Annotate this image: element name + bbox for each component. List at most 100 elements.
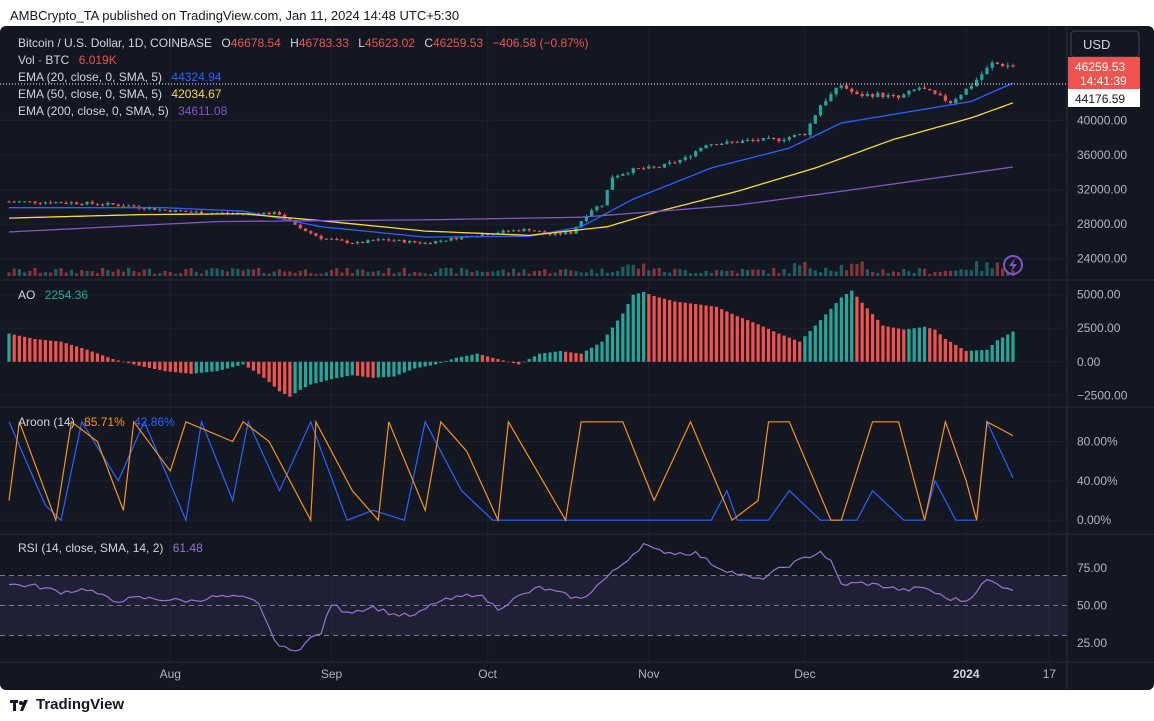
price-tick-label: 32000.00 bbox=[1077, 183, 1127, 197]
candle-body bbox=[813, 115, 817, 124]
ao-bar bbox=[491, 357, 495, 362]
ao-bar bbox=[558, 351, 563, 362]
ao-bar bbox=[189, 361, 193, 374]
candle-body bbox=[480, 234, 485, 237]
ao-bar bbox=[59, 341, 63, 362]
open-value: 46678.54 bbox=[231, 36, 281, 50]
ao-bar bbox=[475, 353, 479, 362]
volume-bar bbox=[751, 269, 755, 276]
ao-bar bbox=[673, 301, 677, 362]
candle-body bbox=[376, 239, 380, 241]
volume-bar bbox=[231, 268, 235, 276]
ao-bar bbox=[283, 361, 287, 394]
candle-body bbox=[75, 202, 79, 204]
volume-bar bbox=[829, 270, 833, 276]
ao-bar bbox=[335, 361, 339, 379]
volume-bar bbox=[772, 268, 776, 276]
volume-bar bbox=[366, 271, 370, 276]
volume-bar bbox=[527, 273, 531, 276]
volume-bar bbox=[782, 268, 786, 276]
lightning-icon[interactable] bbox=[1003, 255, 1023, 275]
volume-bar bbox=[75, 273, 79, 276]
ao-bar bbox=[933, 329, 937, 362]
volume-bar bbox=[564, 269, 568, 276]
ema-200-line bbox=[8, 166, 1014, 233]
volume-bar bbox=[303, 269, 308, 276]
legend-ema20: EMA (20, close, 0, SMA, 5) 44324.94 bbox=[18, 70, 222, 84]
candle-body bbox=[694, 151, 698, 157]
volume-bar bbox=[407, 273, 412, 276]
candle-body bbox=[829, 94, 833, 102]
chart-svg[interactable]: 24000.00 28000.00 32000.00 36000.00 40000.00… bbox=[0, 26, 1154, 690]
candles[interactable] bbox=[7, 60, 1015, 245]
candle-body bbox=[584, 216, 589, 222]
volume-bar bbox=[397, 272, 401, 276]
legend-aroon: Aroon (14) 85.71% 42.86% bbox=[18, 415, 175, 429]
ao-bar bbox=[449, 359, 453, 362]
candle-body bbox=[194, 211, 198, 213]
volume-bar bbox=[371, 271, 375, 276]
candle-body bbox=[95, 203, 100, 205]
candle-body bbox=[517, 230, 521, 232]
ao-bar bbox=[600, 341, 604, 362]
volume-bar bbox=[610, 272, 615, 276]
candle-body bbox=[1006, 65, 1010, 67]
volume-bar bbox=[964, 269, 968, 276]
volume-bar bbox=[626, 264, 630, 276]
ao-bar bbox=[366, 361, 370, 378]
ao-bar bbox=[80, 348, 84, 362]
ao-bar bbox=[111, 359, 115, 362]
candle-body bbox=[537, 230, 542, 232]
candle-body bbox=[839, 85, 843, 88]
ao-bar bbox=[101, 355, 105, 362]
ao-bar bbox=[179, 361, 183, 373]
candle-body bbox=[387, 239, 391, 241]
candle-body bbox=[111, 203, 115, 205]
volume-bar bbox=[766, 273, 771, 276]
ao-bar bbox=[49, 340, 53, 362]
candle-body bbox=[740, 140, 745, 143]
ao-bar bbox=[746, 320, 750, 362]
volume-bar bbox=[969, 270, 973, 276]
candle-body bbox=[267, 212, 271, 215]
volume-bar bbox=[688, 273, 693, 276]
close-value: 46259.53 bbox=[433, 36, 483, 50]
candle-body bbox=[49, 202, 53, 204]
ao-bar bbox=[548, 352, 552, 362]
ao-bar bbox=[90, 351, 94, 362]
volume-bar bbox=[959, 269, 963, 276]
candle-body bbox=[158, 209, 162, 211]
volume-bar bbox=[179, 273, 183, 276]
ao-bar bbox=[64, 343, 68, 362]
high-value: 46783.33 bbox=[299, 36, 349, 50]
chart-area[interactable]: 24000.00 28000.00 32000.00 36000.00 40000.00… bbox=[0, 26, 1154, 690]
candle-body bbox=[272, 212, 276, 215]
legend-main: Bitcoin / U.S. Dollar, 1D, COINBASE O466… bbox=[18, 36, 588, 50]
ao-bar bbox=[860, 302, 864, 362]
candle-body bbox=[808, 123, 812, 135]
time-tick-label: 17 bbox=[1043, 667, 1057, 681]
volume-bar bbox=[121, 271, 126, 276]
ao-bar bbox=[699, 304, 703, 362]
candle-body bbox=[558, 232, 563, 235]
tradingview-brand[interactable]: TradingView bbox=[10, 696, 124, 713]
volume-bar bbox=[704, 270, 708, 276]
ao-bar bbox=[829, 308, 833, 362]
volume-bar bbox=[54, 269, 58, 276]
ema200-value: 34611.08 bbox=[178, 104, 227, 118]
candle-body bbox=[652, 166, 656, 168]
volume-bar bbox=[496, 270, 500, 276]
ao-bar bbox=[532, 356, 537, 362]
volume-bar bbox=[329, 270, 334, 276]
volume-bar bbox=[636, 268, 641, 276]
volume-bar bbox=[1000, 268, 1005, 276]
volume-bar bbox=[153, 273, 157, 276]
ao-bar bbox=[569, 352, 573, 362]
volume-bar bbox=[392, 273, 396, 276]
ema20-value: 44324.94 bbox=[171, 70, 221, 84]
volume-bar bbox=[28, 270, 32, 276]
ao-bar bbox=[974, 350, 979, 362]
ao-bar bbox=[740, 318, 745, 362]
symbol-title: Bitcoin / U.S. Dollar, 1D, COINBASE bbox=[18, 36, 212, 50]
brand-name: TradingView bbox=[36, 696, 125, 713]
